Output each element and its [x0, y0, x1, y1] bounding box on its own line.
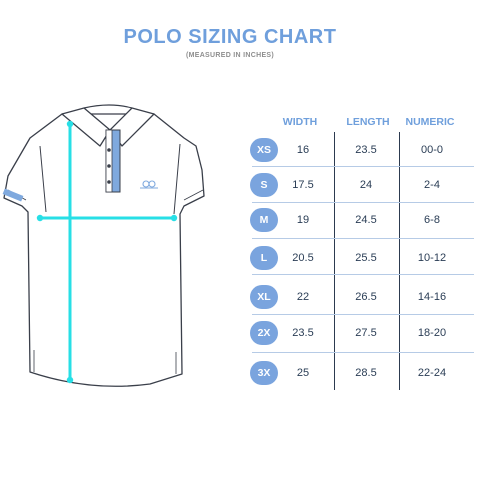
numeric-cell: 22-24 — [417, 367, 447, 379]
size-badge: XL — [250, 285, 278, 309]
length-cell: 25.5 — [355, 252, 377, 264]
size-badge: S — [250, 173, 278, 197]
table-row: S 17.5 24 2-4 — [0, 173, 480, 197]
size-badge: XS — [250, 138, 278, 162]
size-badge: L — [250, 246, 278, 270]
sleeve-tag — [2, 188, 24, 202]
table-row: XL 22 26.5 14-16 — [0, 285, 480, 309]
width-cell: 25 — [296, 367, 310, 379]
chest-logo-icon — [140, 180, 158, 189]
numeric-cell: 2-4 — [424, 179, 440, 191]
row-divider — [252, 274, 474, 275]
column-divider — [399, 132, 400, 390]
length-cell: 26.5 — [355, 291, 377, 303]
table-row: 2X 23.5 27.5 18-20 — [0, 321, 480, 345]
length-cell: 23.5 — [355, 144, 377, 156]
header-length: LENGTH — [346, 116, 390, 128]
width-cell: 23.5 — [292, 327, 314, 339]
button-1 — [107, 148, 111, 152]
button-3 — [107, 180, 111, 184]
button-2 — [107, 164, 111, 168]
numeric-cell: 00-0 — [420, 144, 444, 156]
length-cell: 24.5 — [355, 214, 377, 226]
row-divider — [252, 314, 474, 315]
width-cell: 19 — [296, 214, 310, 226]
numeric-cell: 6-8 — [424, 214, 440, 226]
header-numeric: NUMERIC — [405, 116, 455, 128]
size-badge: 3X — [250, 361, 278, 385]
size-badge: 2X — [250, 321, 278, 345]
page-title: POLO SIZING CHART — [123, 26, 337, 48]
size-table-header: WIDTH LENGTH NUMERIC — [0, 116, 480, 130]
numeric-cell: 10-12 — [417, 252, 447, 264]
width-cell: 22 — [296, 291, 310, 303]
length-cell: 28.5 — [355, 367, 377, 379]
length-cell: 27.5 — [355, 327, 377, 339]
size-badge: M — [250, 208, 278, 232]
header-width: WIDTH — [282, 116, 318, 128]
table-row: M 19 24.5 6-8 — [0, 208, 480, 232]
width-cell: 16 — [296, 144, 310, 156]
numeric-cell: 14-16 — [417, 291, 447, 303]
row-divider — [252, 202, 474, 203]
row-divider — [252, 352, 474, 353]
table-row: 3X 25 28.5 22-24 — [0, 361, 480, 385]
polo-shirt-illustration — [2, 104, 205, 387]
width-cell: 17.5 — [292, 179, 314, 191]
numeric-cell: 18-20 — [417, 327, 447, 339]
length-cell: 24 — [359, 179, 373, 191]
table-row: XS 16 23.5 00-0 — [0, 138, 480, 162]
page-subtitle: (MEASURED IN INCHES) — [185, 52, 275, 59]
table-row: L 20.5 25.5 10-12 — [0, 246, 480, 270]
row-divider — [252, 238, 474, 239]
column-divider — [334, 132, 335, 390]
row-divider — [252, 166, 474, 167]
measurement-lines — [38, 122, 176, 382]
width-cell: 20.5 — [292, 252, 314, 264]
